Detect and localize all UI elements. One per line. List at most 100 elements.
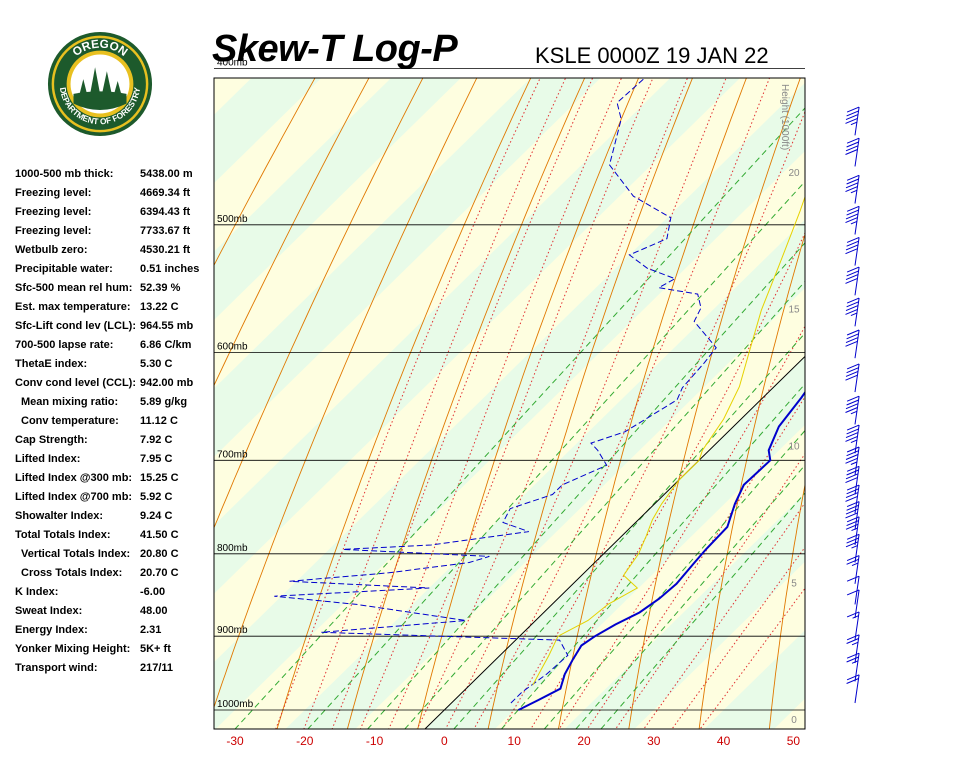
index-value: 4530.21 ft <box>140 244 191 256</box>
logo-top-text: OREGON <box>70 37 130 59</box>
barb-flag <box>845 337 859 344</box>
wind-barb <box>845 266 860 296</box>
barb-staff <box>854 589 860 619</box>
dry-adiabat <box>346 78 586 729</box>
barb-staff <box>854 555 860 584</box>
wind-barb <box>845 297 860 327</box>
barb-staff <box>854 516 860 546</box>
barb-flag <box>845 308 858 315</box>
barb-flag <box>846 488 859 495</box>
height-tick-label: 15 <box>788 305 800 316</box>
x-tick-label: 20 <box>577 734 591 748</box>
moist-adiabat <box>275 78 541 729</box>
wind-barb <box>845 205 860 235</box>
barb-half-flag <box>850 439 858 444</box>
barb-flag <box>846 484 860 491</box>
barb-flag <box>846 652 860 659</box>
barb-flag <box>845 217 858 224</box>
moist-adiabat <box>303 78 567 729</box>
wind-barb <box>845 395 860 425</box>
barb-flag <box>845 340 858 347</box>
barb-flag <box>846 558 859 565</box>
barb-staff <box>854 446 860 476</box>
barb-flag <box>846 501 860 508</box>
mixing-ratio-line <box>453 332 805 729</box>
zero-isotherm <box>424 355 805 729</box>
index-value: 13.22 C <box>140 301 179 313</box>
barb-flag <box>846 450 859 457</box>
index-value: 6.86 C/km <box>140 339 192 351</box>
index-label: Cap Strength: <box>15 434 88 446</box>
barb-staff <box>854 107 860 136</box>
index-label: Precipitable water: <box>15 263 113 275</box>
barb-flag <box>846 297 860 304</box>
barb-half-flag <box>851 527 858 532</box>
moist-adiabat <box>699 587 805 729</box>
index-value: 2.31 <box>140 624 162 636</box>
barb-flag <box>845 477 858 484</box>
barb-staff <box>854 425 860 454</box>
index-value: 5K+ ft <box>140 643 171 655</box>
height-tick-label: 5 <box>791 578 797 589</box>
barb-half-flag <box>850 189 858 194</box>
index-value: 41.50 C <box>140 529 179 541</box>
barb-staff <box>854 329 860 359</box>
barb-flag <box>845 403 859 410</box>
index-label: Vertical Totals Index: <box>21 548 131 560</box>
barb-flag <box>846 240 859 247</box>
barb-flag <box>846 141 859 148</box>
index-label: Energy Index: <box>15 624 88 636</box>
barb-flag <box>845 370 859 377</box>
index-value: 964.55 mb <box>140 320 194 332</box>
wind-barb <box>845 363 860 393</box>
index-label: Lifted Index: <box>15 453 81 465</box>
barb-flag <box>845 374 858 381</box>
barb-flag <box>846 333 859 340</box>
barb-flag <box>845 186 858 193</box>
barb-flag <box>846 575 860 582</box>
dry-adiabat <box>276 78 532 729</box>
barb-flag <box>846 555 860 562</box>
barb-flag <box>845 541 859 548</box>
mixing-ratio-line <box>307 180 805 729</box>
dewpoint-profile <box>274 78 717 704</box>
x-tick-label: 0 <box>441 734 448 748</box>
wind-barb <box>845 465 860 495</box>
isobar-label: 600mb <box>217 341 248 352</box>
index-label: Showalter Index: <box>15 510 104 522</box>
barb-staff <box>854 466 860 495</box>
barb-flag <box>845 305 859 312</box>
index-value: 5438.00 m <box>140 168 193 180</box>
index-label: ThetaE index: <box>15 358 88 370</box>
height-tick-label: 0 <box>791 715 797 726</box>
isobar-label: 800mb <box>217 543 248 554</box>
index-label: Mean mixing ratio: <box>21 396 119 408</box>
station-time-label: KSLE 0000Z 19 JAN 22 <box>535 43 769 68</box>
barb-flag <box>845 495 858 502</box>
isobar-label: 900mb <box>217 625 248 636</box>
moist-adiabat <box>671 546 805 729</box>
dry-adiabat <box>487 78 693 729</box>
wind-barb <box>846 555 860 584</box>
mixing-ratio-line <box>600 492 805 729</box>
barb-flag <box>845 244 859 251</box>
index-value: 217/11 <box>140 662 174 674</box>
chart-title: Skew-T Log-P <box>212 28 458 70</box>
index-label: Conv cond level (CCL): <box>15 377 137 389</box>
dry-adiabat <box>910 0 960 744</box>
barb-flag <box>846 469 859 476</box>
isobar-label: 1000mb <box>217 699 254 710</box>
x-tick-label: -20 <box>296 734 314 748</box>
index-value: 20.80 C <box>140 548 179 560</box>
index-value: 7.92 C <box>140 434 173 446</box>
index-label: Yonker Mixing Height: <box>15 643 131 655</box>
index-value: 7.95 C <box>140 453 173 465</box>
wind-barb <box>845 137 860 167</box>
barb-staff <box>854 175 860 204</box>
barb-flag <box>846 395 860 402</box>
dry-adiabat <box>557 78 747 729</box>
isotherm-band <box>704 630 805 729</box>
barb-flag <box>846 446 860 453</box>
barb-half-flag <box>850 312 858 317</box>
